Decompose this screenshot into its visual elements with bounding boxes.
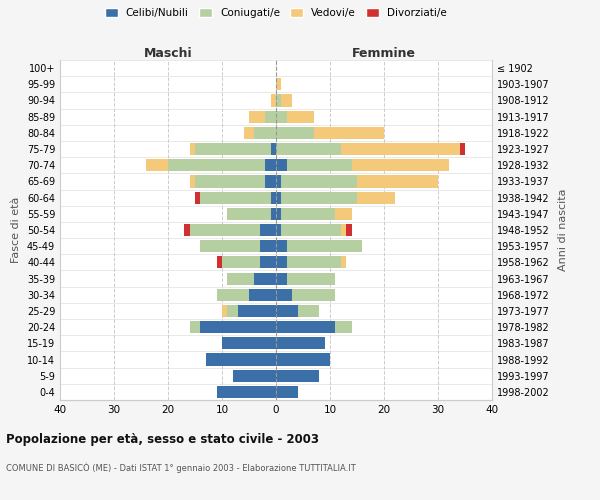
Bar [227,305,238,317]
Bar [238,305,276,317]
Bar [352,159,449,172]
Bar [271,94,276,106]
Bar [217,386,276,398]
Bar [200,240,260,252]
Bar [222,338,276,349]
Bar [341,224,346,236]
Bar [287,240,362,252]
Bar [260,224,276,236]
Bar [341,256,346,268]
Bar [260,256,276,268]
Bar [260,240,276,252]
Bar [271,192,276,203]
Bar [287,110,314,122]
Bar [233,370,276,382]
Bar [195,192,200,203]
Bar [276,143,341,155]
Bar [292,288,335,301]
Bar [265,159,276,172]
Bar [227,208,271,220]
Bar [276,159,287,172]
Bar [276,240,287,252]
Text: Popolazione per età, sesso e stato civile - 2003: Popolazione per età, sesso e stato civil… [6,432,319,446]
Bar [298,305,319,317]
Y-axis label: Fasce di età: Fasce di età [11,197,21,263]
Bar [276,256,287,268]
Bar [335,321,352,333]
Text: Femmine: Femmine [352,47,416,60]
Legend: Celibi/Nubili, Coniugati/e, Vedovi/e, Divorziati/e: Celibi/Nubili, Coniugati/e, Vedovi/e, Di… [105,8,447,18]
Bar [460,143,465,155]
Bar [346,224,352,236]
Bar [146,159,168,172]
Bar [341,143,460,155]
Text: Maschi: Maschi [143,47,193,60]
Bar [200,192,271,203]
Bar [254,127,276,139]
Bar [276,321,335,333]
Bar [281,224,341,236]
Bar [184,224,190,236]
Bar [276,224,281,236]
Bar [276,338,325,349]
Bar [281,176,357,188]
Bar [190,176,195,188]
Bar [287,159,352,172]
Bar [265,110,276,122]
Bar [227,272,254,284]
Bar [281,208,335,220]
Bar [276,208,281,220]
Y-axis label: Anni di nascita: Anni di nascita [558,188,568,271]
Bar [281,94,292,106]
Bar [276,94,281,106]
Bar [195,176,265,188]
Bar [276,127,314,139]
Text: COMUNE DI BASICÒ (ME) - Dati ISTAT 1° gennaio 2003 - Elaborazione TUTTITALIA.IT: COMUNE DI BASICÒ (ME) - Dati ISTAT 1° ge… [6,462,356,473]
Bar [244,127,254,139]
Bar [357,176,438,188]
Bar [200,321,276,333]
Bar [335,208,352,220]
Bar [195,143,271,155]
Bar [357,192,395,203]
Bar [217,288,249,301]
Bar [222,305,227,317]
Bar [276,288,292,301]
Bar [222,256,260,268]
Bar [254,272,276,284]
Bar [314,127,384,139]
Bar [276,192,281,203]
Bar [249,288,276,301]
Bar [276,78,281,90]
Bar [276,176,281,188]
Bar [287,272,335,284]
Bar [190,224,260,236]
Bar [217,256,222,268]
Bar [276,386,298,398]
Bar [276,272,287,284]
Bar [190,321,200,333]
Bar [276,354,330,366]
Bar [271,208,276,220]
Bar [281,192,357,203]
Bar [249,110,265,122]
Bar [190,143,195,155]
Bar [276,110,287,122]
Bar [271,143,276,155]
Bar [276,370,319,382]
Bar [206,354,276,366]
Bar [276,305,298,317]
Bar [287,256,341,268]
Bar [265,176,276,188]
Bar [168,159,265,172]
